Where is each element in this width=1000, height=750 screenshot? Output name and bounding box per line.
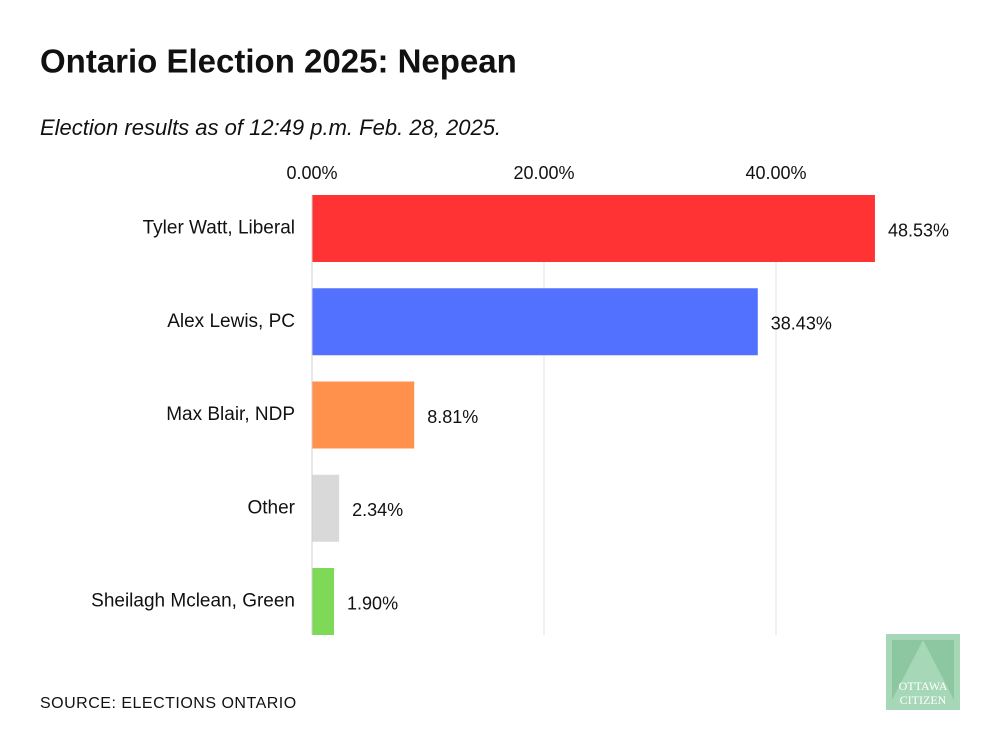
value-label: 1.90% [347, 593, 398, 613]
bar [312, 288, 758, 356]
logo-shape [923, 640, 954, 700]
x-tick-label: 40.00% [745, 163, 806, 183]
y-tick-label: Alex Lewis, PC [167, 311, 295, 332]
value-label: 48.53% [888, 220, 949, 240]
bar [312, 195, 875, 262]
logo-shape [892, 640, 923, 700]
y-tick-label: Sheilagh Mclean, Green [91, 591, 295, 612]
logo-text: CITIZEN [900, 693, 947, 707]
value-label: 8.81% [427, 407, 478, 427]
source: SOURCE: ELECTIONS ONTARIO [40, 695, 297, 712]
chart-subtitle: Election results as of 12:49 p.m. Feb. 2… [40, 115, 501, 140]
y-tick-label: Tyler Watt, Liberal [143, 218, 295, 239]
bar [312, 381, 415, 449]
bar [312, 568, 335, 635]
chart-title: Ontario Election 2025: Nepean [40, 43, 517, 80]
x-tick-label: 0.00% [286, 163, 337, 183]
logo: OTTAWA CITIZEN [886, 634, 960, 710]
value-label: 38.43% [771, 314, 832, 334]
logo-text: OTTAWA [899, 679, 948, 693]
y-tick-label: Max Blair, NDP [166, 404, 295, 425]
bar [312, 474, 340, 542]
value-label: 2.34% [352, 500, 403, 520]
x-tick-label: 20.00% [513, 163, 574, 183]
y-tick-label: Other [247, 497, 295, 518]
